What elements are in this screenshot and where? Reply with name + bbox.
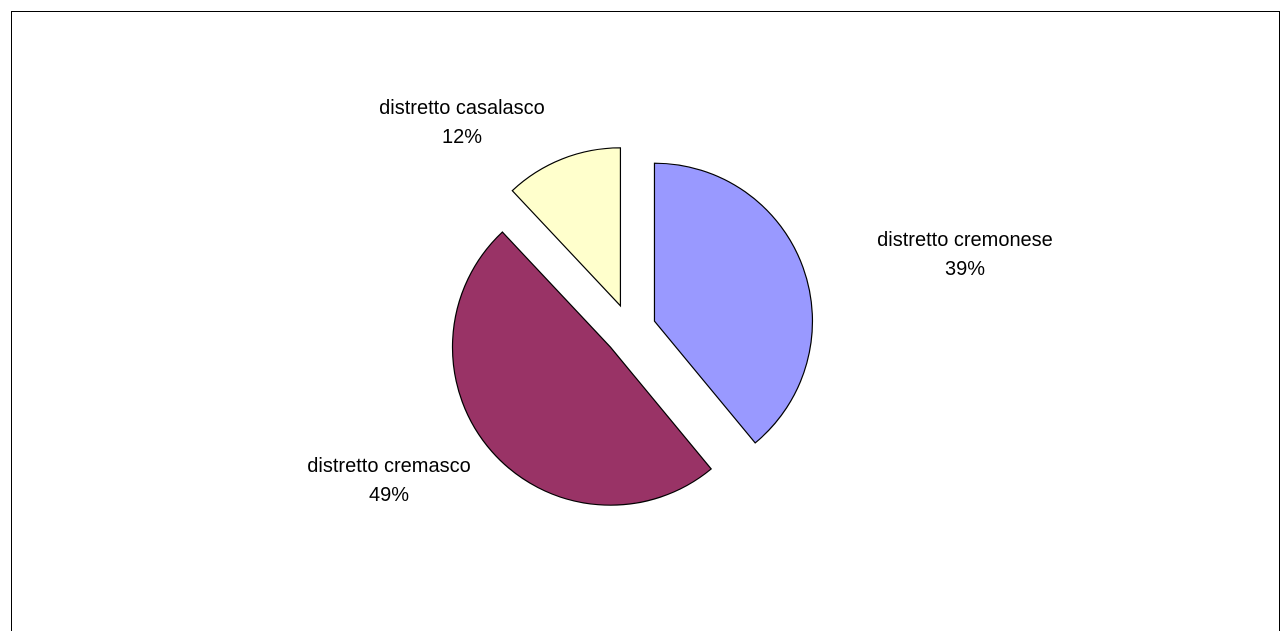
- pie-slice-distretto-cremonese: [653, 162, 814, 444]
- slice-label-percent: 12%: [442, 126, 482, 148]
- slice-label-percent: 49%: [369, 484, 409, 506]
- pie-slice-distretto-casalasco: [511, 147, 622, 308]
- slice-label-percent: 39%: [945, 258, 985, 280]
- slice-label-category: distretto casalasco: [379, 97, 545, 119]
- pie-slices: [451, 147, 814, 506]
- slice-label-category: distretto cremasco: [307, 455, 470, 477]
- pie-labels: distretto cremonese 39% distretto cremasco…: [307, 97, 1053, 506]
- chart-area: [11, 11, 1280, 631]
- slice-label-category: distretto cremonese: [877, 229, 1053, 251]
- pie-slice-distretto-cremasco: [451, 231, 713, 506]
